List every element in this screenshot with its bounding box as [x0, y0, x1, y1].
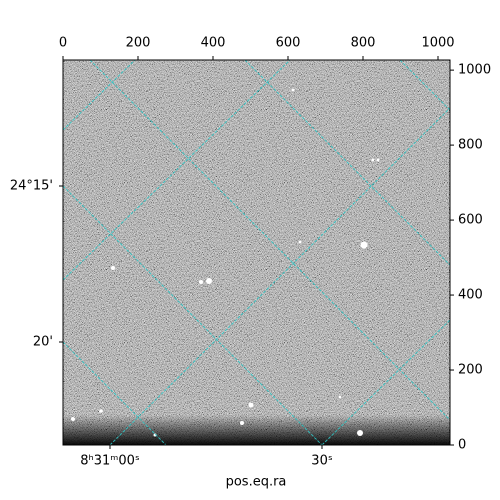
ra-tick-label: 8ʰ31ᵐ00ˢ	[80, 454, 140, 469]
dec-tick-label: 20'	[33, 335, 53, 350]
x-tick-label: 600	[276, 36, 301, 51]
y-tick-label: 800	[458, 138, 483, 153]
stars	[71, 88, 380, 437]
x-tick-label: 0	[59, 36, 67, 51]
coordinate-grid	[63, 60, 450, 445]
x-tick-label: 400	[201, 36, 226, 51]
image-noise	[63, 60, 450, 445]
image-edge	[63, 415, 450, 445]
y-tick-label: 1000	[458, 63, 491, 78]
sky-image	[63, 60, 450, 445]
x-tick-label: 800	[351, 36, 376, 51]
x-tick-label: 200	[126, 36, 151, 51]
plot-frame	[62, 59, 451, 446]
x-tick-label: 1000	[421, 36, 454, 51]
y-tick-label: 600	[458, 213, 483, 228]
x-axis-label: pos.eq.ra	[226, 475, 287, 490]
y-tick-label: 0	[458, 438, 466, 453]
y-tick-label: 400	[458, 288, 483, 303]
ra-tick-label: 30ˢ	[311, 454, 333, 469]
y-tick-label: 200	[458, 363, 483, 378]
dec-tick-label: 24°15'	[10, 179, 53, 194]
